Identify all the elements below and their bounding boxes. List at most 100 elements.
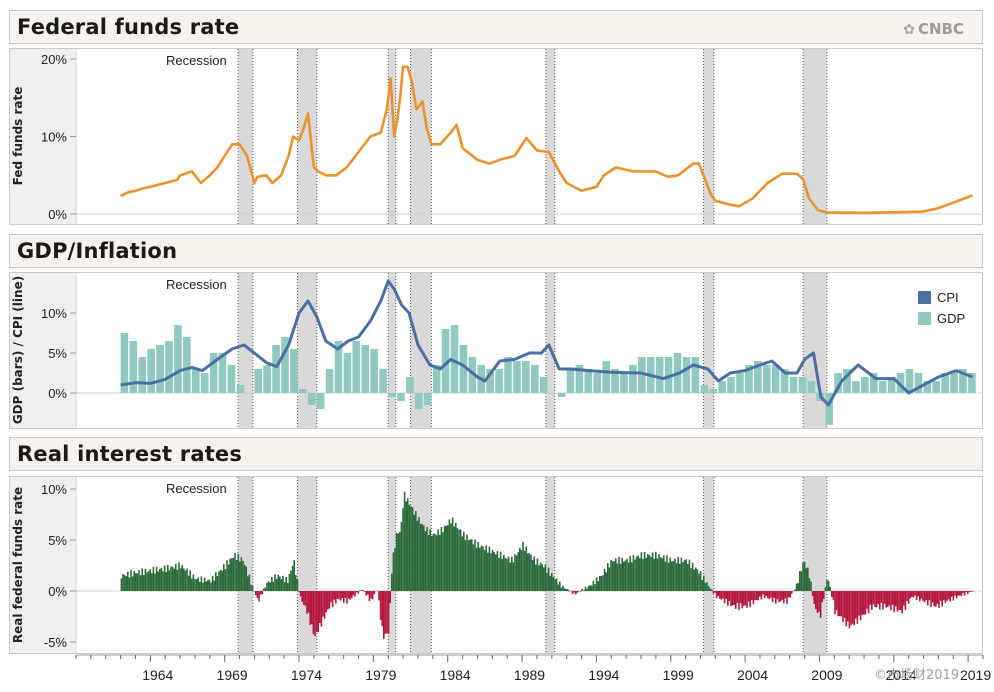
real-rate-bar — [503, 554, 505, 591]
real-rate-bar — [807, 567, 809, 591]
real-rate-bar — [291, 565, 294, 591]
real-rate-bar — [767, 591, 769, 599]
real-rate-bar — [597, 581, 600, 591]
gdp-bar — [798, 377, 807, 393]
gdp-bar — [861, 377, 869, 393]
real-rate-bar — [575, 591, 577, 595]
peacock-icon: ✿ — [903, 22, 915, 38]
real-rate-bar — [219, 569, 222, 591]
real-rate-bar — [477, 541, 480, 591]
real-rate-bar — [679, 563, 681, 591]
real-rate-bar — [307, 591, 310, 613]
real-rate-bar — [467, 540, 470, 591]
real-rate-bar — [853, 591, 856, 626]
real-rate-bar — [426, 527, 428, 591]
real-rate-bar — [557, 584, 560, 591]
real-rate-bar — [955, 591, 958, 599]
chart-legend: CPI GDP — [918, 290, 965, 326]
real-rate-bar — [413, 514, 416, 591]
recession-band — [545, 477, 555, 653]
real-rate-bar — [544, 564, 547, 591]
gdp-bar — [878, 381, 887, 393]
real-rate-bar — [626, 558, 628, 591]
gdp-bar — [254, 369, 263, 393]
real-rate-bar — [763, 591, 766, 599]
real-rate-bar — [735, 591, 737, 609]
real-rate-bar — [408, 504, 411, 591]
gdp-bar — [923, 381, 932, 393]
real-rate-bar — [584, 586, 587, 591]
real-rate-bar — [954, 591, 956, 596]
real-rate-bar — [248, 574, 251, 591]
real-rate-bar — [131, 576, 134, 591]
y-axis-label: GDP (bars) / CPI (line) — [11, 276, 25, 424]
real-rate-bar — [306, 591, 308, 614]
recession-label: Recession — [166, 53, 227, 68]
real-rate-bar — [535, 564, 537, 591]
gdp-bar — [691, 357, 700, 393]
real-rate-bar — [455, 522, 457, 591]
gdp-bar — [459, 345, 468, 393]
real-rate-bar — [370, 591, 372, 599]
gdp-bar — [174, 325, 182, 393]
real-rate-bar — [210, 582, 212, 591]
real-rate-bar — [275, 578, 278, 591]
real-rate-bar — [506, 558, 508, 591]
real-rate-bar — [805, 568, 808, 591]
real-rate-bar — [943, 591, 945, 601]
real-rate-bar — [194, 579, 196, 591]
real-rate-bar — [651, 552, 654, 591]
real-rate-bar — [351, 591, 353, 599]
real-rate-bar — [227, 564, 230, 591]
gdp-bar — [887, 377, 896, 393]
real-rate-bar — [415, 511, 417, 591]
x-axis: 1964 1969 1974 1979 1984 1989 1994 1999 2004 2009… — [75, 654, 991, 683]
real-rate-bar — [581, 588, 584, 591]
real-rate-bar — [555, 578, 558, 591]
real-rate-bar — [731, 591, 734, 606]
real-rate-bar — [635, 556, 638, 591]
gdp-bar — [611, 369, 619, 393]
real-rate-bar — [323, 591, 326, 619]
real-rate-bar — [381, 591, 384, 627]
real-rate-bar — [960, 591, 963, 597]
real-rate-bar — [251, 585, 254, 591]
real-rate-bar — [904, 591, 907, 610]
real-rate-bar — [936, 591, 939, 604]
gdp-bar — [245, 393, 254, 394]
real-rate-bar — [687, 564, 689, 591]
real-rate-bar — [365, 591, 368, 596]
real-rate-bar — [779, 591, 782, 602]
real-rate-bar — [128, 577, 131, 591]
real-rate-bar — [885, 591, 888, 608]
real-rate-bar — [848, 591, 851, 629]
real-rate-bar — [258, 591, 260, 602]
real-rate-bar — [941, 591, 944, 607]
y-tick-label: 0% — [48, 207, 67, 222]
real-rate-bar — [442, 532, 444, 591]
panel-title-fed-funds: Federal funds rate — [17, 15, 240, 39]
real-rate-bar — [349, 591, 352, 600]
real-rate-bar — [962, 591, 964, 594]
real-rate-bar — [863, 591, 865, 615]
real-rate-bar — [263, 588, 265, 591]
real-rate-bar — [663, 555, 665, 591]
real-rate-bar — [755, 591, 758, 601]
gdp-bar — [504, 357, 512, 393]
real-rate-bar — [789, 591, 792, 598]
real-rate-bar — [666, 555, 668, 591]
gdp-bar — [548, 393, 557, 394]
real-rate-bar — [787, 591, 790, 598]
real-rate-bar — [231, 558, 233, 591]
real-rate-bar — [939, 591, 942, 601]
real-rate-bar — [157, 571, 160, 591]
recession-band — [238, 477, 253, 653]
y-tick-label: 0% — [48, 584, 67, 599]
real-rate-bar — [519, 547, 521, 591]
real-rate-bar — [770, 591, 772, 598]
gdp-bar — [539, 377, 548, 393]
legend-swatch — [918, 291, 931, 304]
real-rate-bar — [416, 520, 419, 591]
real-rate-bar — [411, 507, 414, 591]
